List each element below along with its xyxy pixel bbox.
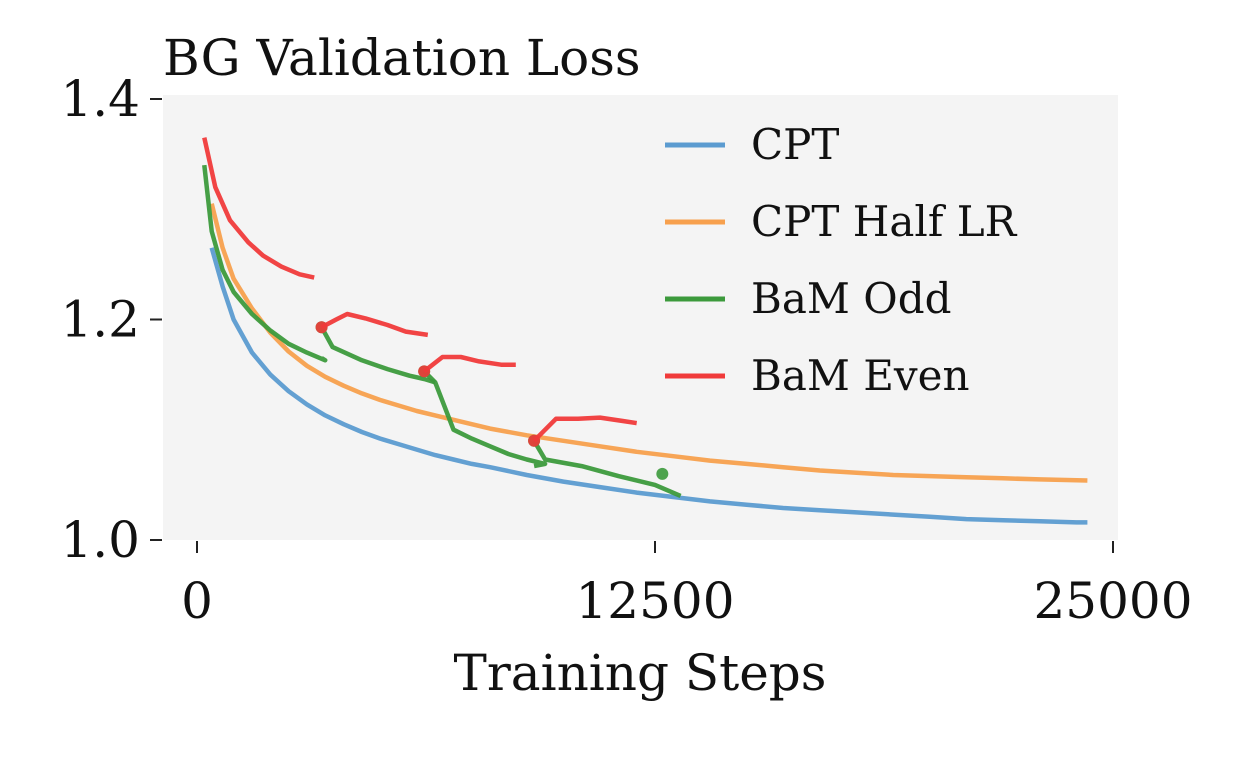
series-line [202,164,328,363]
series-marker [315,321,328,334]
series-marker [418,365,431,378]
series-bam-odd [202,164,682,498]
series-line [422,369,548,469]
series-marker [656,467,669,480]
series-line [422,354,516,374]
series-line [320,311,429,338]
series-marker [528,434,541,447]
y-tick-label: 1.4 [60,70,140,128]
plot-area [163,95,1118,540]
series-line [532,415,638,443]
series-line [209,247,1088,525]
x-tick-label: 25000 [1033,572,1192,630]
series-line [202,137,315,280]
series-line [209,203,1088,483]
legend-label: BaM Odd [751,274,951,323]
chart-title: BG Validation Loss [163,29,641,87]
series-cpt-half-lr [209,203,1088,483]
x-axis-label: Training Steps [454,644,827,702]
series-line [319,326,436,385]
legend-label: BaM Even [751,351,970,400]
legend-label: CPT [751,120,839,169]
legend: CPT CPT Half LR BaM Odd BaM Even [665,120,1018,400]
legend-label: CPT Half LR [751,197,1018,246]
series-bam-even [202,137,638,447]
axes-layer: 1.0 1.2 1.4 0 12500 25000 [60,70,1192,630]
x-tick-label: 12500 [575,572,734,630]
y-tick-label: 1.0 [60,511,140,569]
series-cpt [209,247,1088,525]
x-tick-label: 0 [181,572,213,630]
y-tick-label: 1.2 [60,291,140,349]
series-line [532,439,682,498]
series-layer [202,137,1088,525]
